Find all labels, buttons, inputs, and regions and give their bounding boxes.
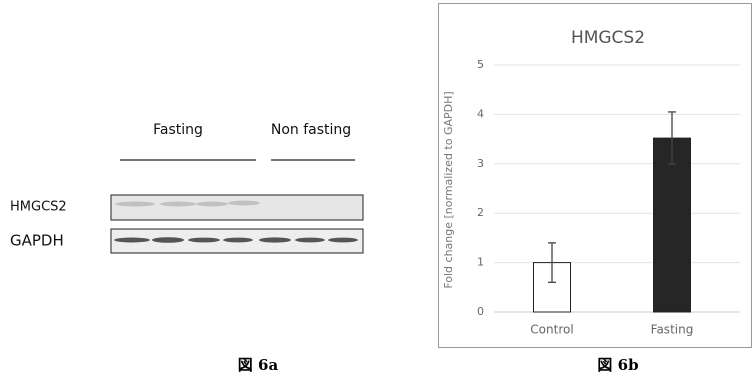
y-tick-label: 5 [477,58,484,71]
caption: 図 6b [597,356,638,374]
y-axis-label: Fold change [normalized to GAPDH] [442,91,455,288]
blot-strip [111,195,363,220]
row-label: GAPDH [10,232,64,250]
chart-frame [439,4,752,348]
row-label: HMGCS2 [10,200,67,215]
x-tick-label: Control [530,323,573,337]
y-tick-label: 0 [477,305,484,318]
caption: 図 6a [238,356,279,374]
group-label: Fasting [153,122,203,138]
y-tick-label: 2 [477,206,484,219]
chart-title: HMGCS2 [571,28,645,48]
group-label: Non fasting [271,122,351,138]
x-tick-label: Fasting [651,323,694,337]
figure: Fasting Non fasting HMGCS2 GAPDH HMGCS2 … [0,0,756,377]
y-tick-label: 1 [477,256,484,269]
y-tick-label: 3 [477,157,484,170]
y-tick-label: 4 [477,107,484,120]
